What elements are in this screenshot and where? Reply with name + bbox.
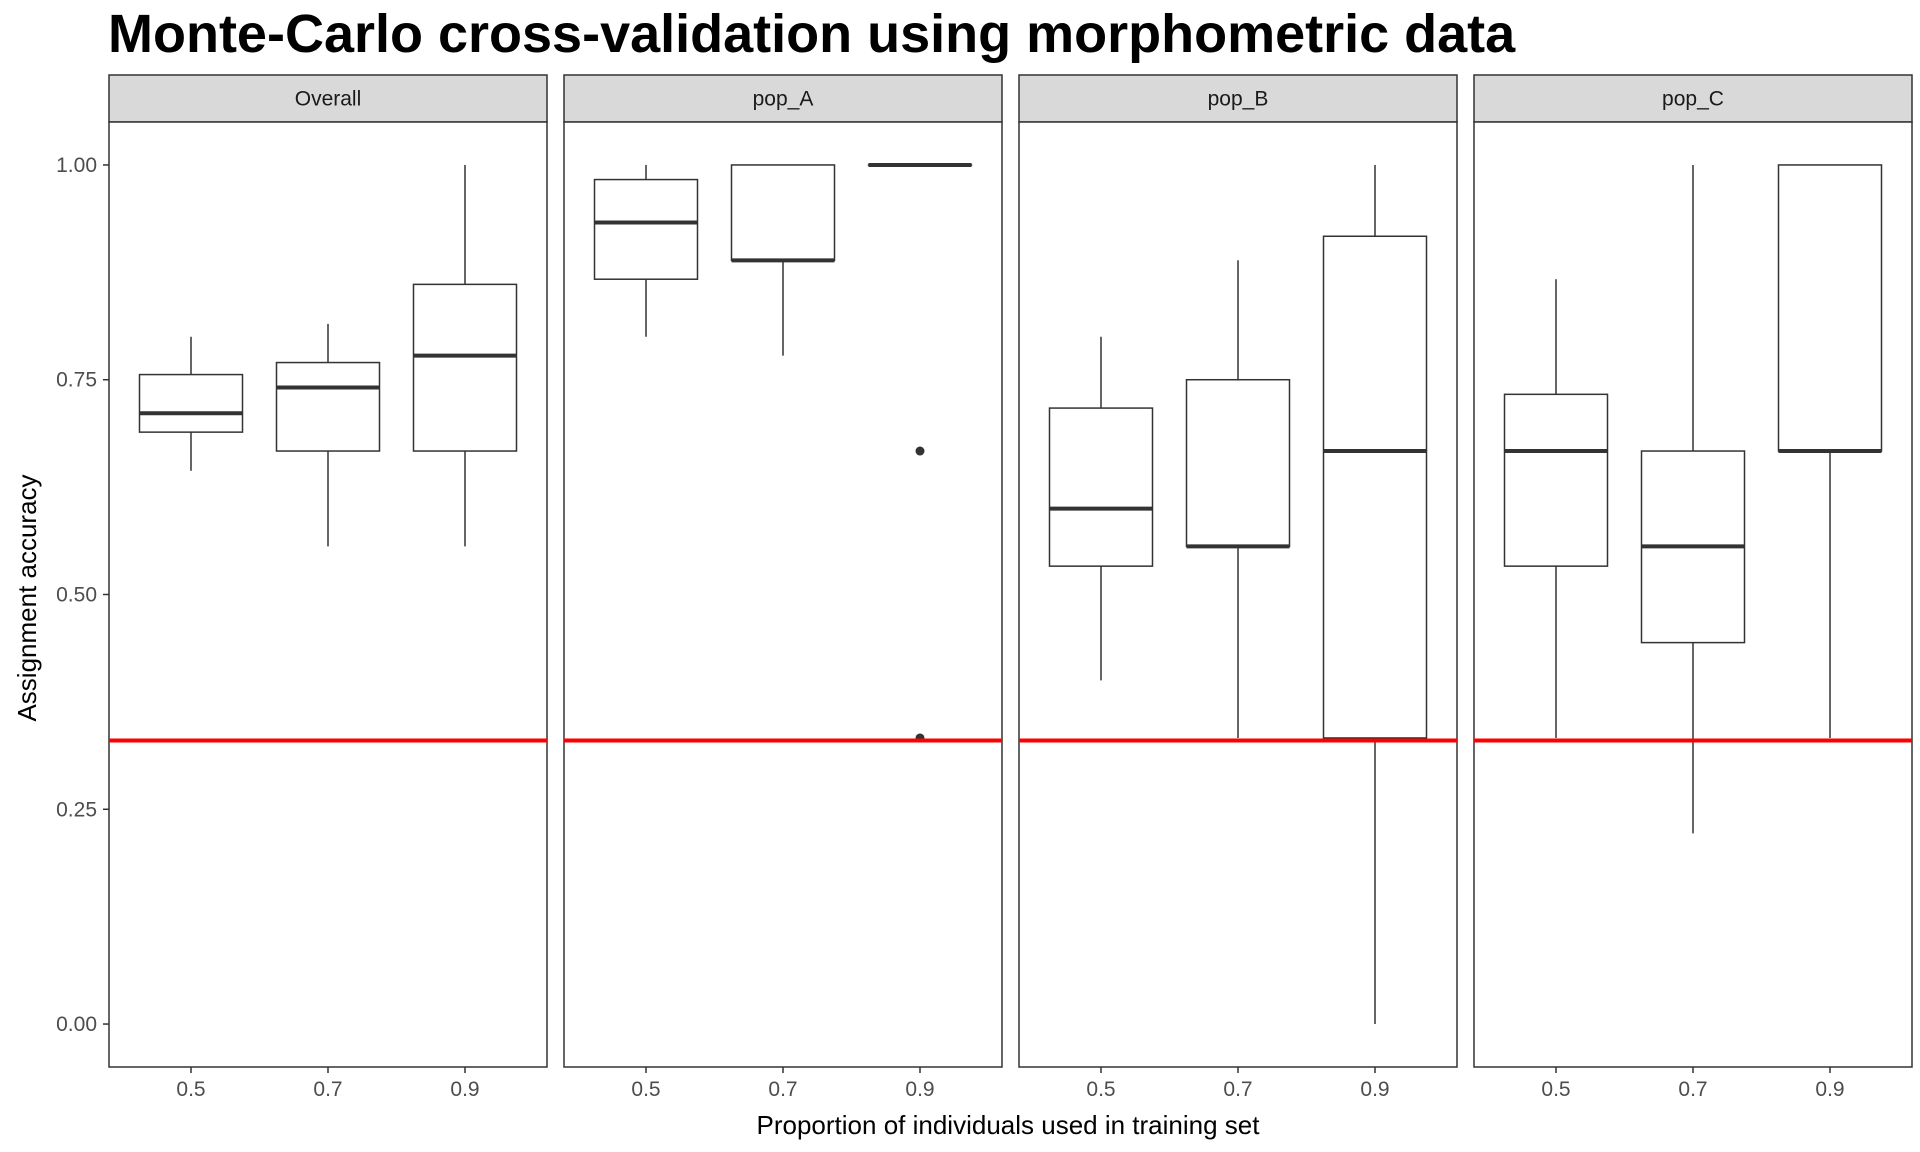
panel-border xyxy=(108,121,548,1068)
facet-panel-pop-a: pop_A 0.5 0.7 0.9 xyxy=(563,74,1003,1101)
box-iqr xyxy=(138,373,244,433)
facet-panels: Overall 0.5 0.7 0.9 pop_A 0.5 0.7 0.9 pop_B 0.5 0.… xyxy=(108,74,1913,1101)
facet-strip xyxy=(108,74,548,123)
x-tick-label: 0.7 xyxy=(1223,1078,1252,1101)
x-axis-title: Proportion of individuals used in traini… xyxy=(757,1110,1261,1140)
facet-panel-overall: Overall 0.5 0.7 0.9 xyxy=(108,74,548,1101)
box-0.5 xyxy=(1048,336,1154,681)
facet-strip xyxy=(1473,74,1913,123)
box-iqr xyxy=(1503,393,1609,567)
box-iqr xyxy=(275,361,381,452)
box-0.7 xyxy=(275,323,381,547)
facet-strip-label: pop_B xyxy=(1208,88,1269,111)
facet-strip xyxy=(563,74,1003,123)
box-0.5 xyxy=(138,336,244,471)
box-0.7 xyxy=(1185,260,1291,738)
y-tick-label: 0.75 xyxy=(56,369,97,392)
x-tick-label: 0.9 xyxy=(1815,1078,1844,1101)
box-0.9 xyxy=(1322,164,1428,1025)
facet-panel-pop-c: pop_C 0.5 0.7 0.9 xyxy=(1473,74,1913,1101)
box-iqr xyxy=(1322,235,1428,739)
facet-panel-pop-b: pop_B 0.5 0.7 0.9 xyxy=(1018,74,1458,1101)
box-0.9 xyxy=(1777,164,1883,738)
facet-strip-label: pop_C xyxy=(1662,88,1724,111)
x-tick-label: 0.9 xyxy=(1360,1078,1389,1101)
y-tick-label: 0.25 xyxy=(56,798,97,821)
box-0.9 xyxy=(412,164,518,547)
y-axis-title: Assignment accuracy xyxy=(12,474,42,721)
x-tick-label: 0.5 xyxy=(1541,1078,1570,1101)
box-iqr xyxy=(1777,164,1883,452)
facet-strip xyxy=(1018,74,1458,123)
facet-strip-label: pop_A xyxy=(753,88,814,111)
x-tick-label: 0.5 xyxy=(1086,1078,1115,1101)
y-tick-label: 0.00 xyxy=(56,1013,97,1036)
box-iqr xyxy=(412,283,518,452)
box-iqr xyxy=(593,178,699,280)
y-tick-label: 0.50 xyxy=(56,584,97,607)
x-tick-label: 0.5 xyxy=(176,1078,205,1101)
chart-title: Monte-Carlo cross-validation using morph… xyxy=(108,4,1516,64)
box-iqr xyxy=(730,164,836,262)
box-0.5 xyxy=(1503,279,1609,738)
box-0.7 xyxy=(730,164,836,356)
box-iqr xyxy=(1048,407,1154,567)
x-tick-label: 0.9 xyxy=(450,1078,479,1101)
outlier-point xyxy=(915,446,925,456)
box-iqr xyxy=(1185,378,1291,548)
facet-strip-label: Overall xyxy=(295,88,362,111)
x-tick-label: 0.7 xyxy=(1678,1078,1707,1101)
x-tick-label: 0.9 xyxy=(905,1078,934,1101)
y-axis: 0.00 0.25 0.50 0.75 1.00 xyxy=(56,154,109,1036)
y-tick-label: 1.00 xyxy=(56,154,97,177)
x-tick-label: 0.7 xyxy=(313,1078,342,1101)
box-0.5 xyxy=(593,164,699,337)
box-0.7 xyxy=(1640,164,1746,834)
x-tick-label: 0.7 xyxy=(768,1078,797,1101)
x-tick-label: 0.5 xyxy=(631,1078,660,1101)
